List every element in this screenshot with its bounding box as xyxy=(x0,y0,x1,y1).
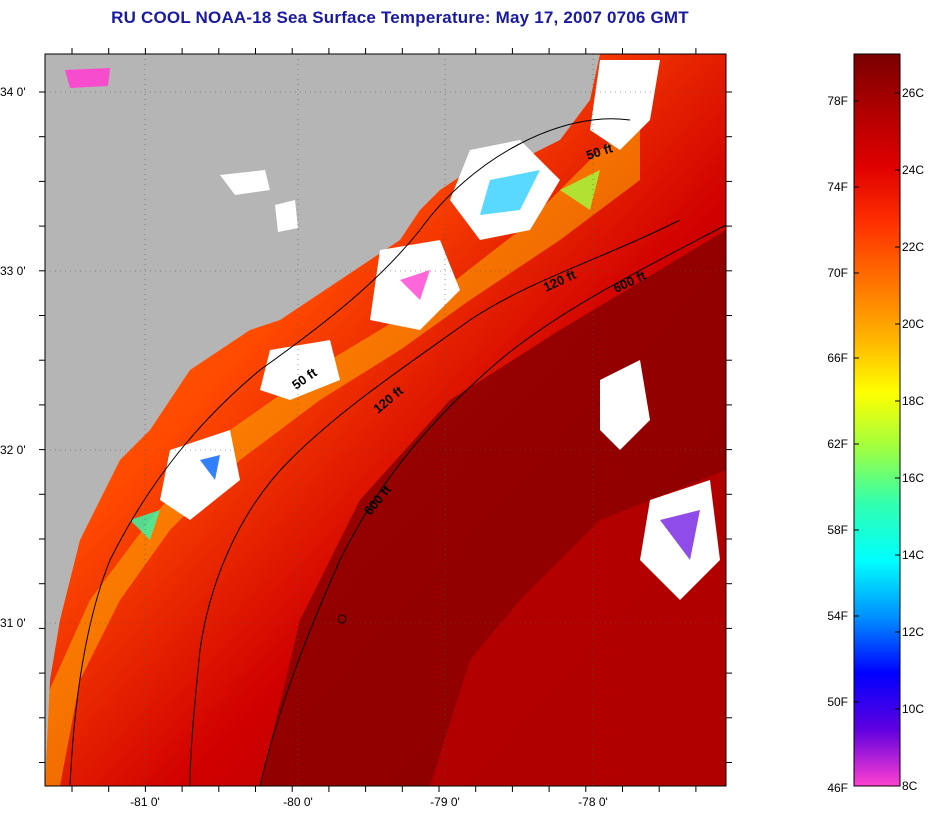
f-label: 58F xyxy=(827,523,848,537)
lat-label: 31 0' xyxy=(0,616,26,630)
lon-label: -78 0' xyxy=(578,795,608,809)
c-label: 14C xyxy=(902,548,924,562)
lat-label: 33 0' xyxy=(0,264,26,278)
celsius-labels: 26C 24C 22C 20C 18C 16C 14C 12C 10C 8C xyxy=(902,86,924,793)
cold-water-patches xyxy=(65,68,700,560)
axis-ticks xyxy=(39,48,732,792)
f-label: 66F xyxy=(827,351,848,365)
longitude-labels: -81 0' -80 0' -79 0' -78 0' xyxy=(130,795,608,809)
colorbar: 78F 74F 70F 66F 62F 58F 54F 50F 46F 26C … xyxy=(827,53,924,795)
latitude-labels: 34 0' 33 0' 32 0' 31 0' xyxy=(0,85,26,630)
map-frame xyxy=(44,53,727,787)
c-label: 16C xyxy=(902,471,924,485)
f-label: 70F xyxy=(827,266,848,280)
f-label: 46F xyxy=(827,781,848,795)
land-area xyxy=(45,54,600,786)
contour-600ft xyxy=(259,224,726,786)
colorbar-bar xyxy=(853,53,901,787)
contour-120ft xyxy=(189,219,681,786)
lat-label: 32 0' xyxy=(0,443,26,457)
fahrenheit-labels: 78F 74F 70F 66F 62F 58F 54F 50F 46F xyxy=(827,94,848,795)
f-label: 54F xyxy=(827,609,848,623)
c-label: 20C xyxy=(902,317,924,331)
c-label: 12C xyxy=(902,625,924,639)
depth-contours xyxy=(69,118,726,786)
chart-title: RU COOL NOAA-18 Sea Surface Temperature:… xyxy=(111,8,689,27)
c-label: 22C xyxy=(902,240,924,254)
c-label: 8C xyxy=(902,779,918,793)
f-label: 74F xyxy=(827,180,848,194)
lon-label: -80 0' xyxy=(283,795,313,809)
f-label: 78F xyxy=(827,94,848,108)
buoy-marker xyxy=(337,614,347,624)
graticule xyxy=(45,54,726,786)
colorbar-ticks xyxy=(854,92,900,710)
c-label: 18C xyxy=(902,394,924,408)
c-label: 24C xyxy=(902,163,924,177)
f-label: 62F xyxy=(827,437,848,451)
f-label: 50F xyxy=(827,695,848,709)
lat-label: 34 0' xyxy=(0,85,26,99)
c-label: 10C xyxy=(902,702,924,716)
contour-50ft xyxy=(69,118,631,786)
lon-label: -79 0' xyxy=(430,795,460,809)
c-label: 26C xyxy=(902,86,924,100)
lon-label: -81 0' xyxy=(130,795,160,809)
